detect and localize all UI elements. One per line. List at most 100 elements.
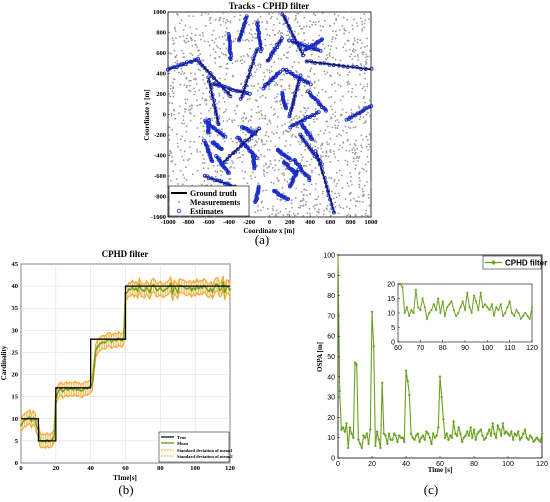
measurement-point bbox=[168, 102, 171, 104]
measurement-point bbox=[276, 83, 279, 86]
estimate-marker bbox=[172, 65, 177, 70]
measurement-point bbox=[367, 193, 370, 196]
measurement-point bbox=[221, 171, 224, 173]
ospa-marker bbox=[498, 428, 501, 432]
measurement-point bbox=[276, 93, 279, 95]
measurement-point bbox=[239, 156, 242, 159]
estimate-marker bbox=[212, 178, 217, 183]
measurement-point bbox=[342, 46, 345, 49]
measurement-point bbox=[242, 116, 245, 119]
measurement-point bbox=[177, 145, 179, 148]
measurement-point bbox=[347, 90, 350, 93]
mean-marker bbox=[190, 289, 193, 292]
estimate-marker bbox=[209, 85, 214, 90]
measurement-point bbox=[188, 158, 191, 160]
mean-marker bbox=[155, 289, 158, 292]
measurement-point bbox=[280, 58, 282, 61]
measurement-point bbox=[244, 170, 247, 173]
measurement-point bbox=[366, 83, 369, 85]
measurement-point bbox=[354, 95, 357, 98]
estimate-marker bbox=[206, 75, 211, 80]
estimate-marker bbox=[215, 178, 220, 183]
legend-ground-truth-label: Ground truth bbox=[190, 189, 237, 198]
estimate-marker bbox=[216, 122, 221, 127]
inset-y-tick-label: 5 bbox=[391, 325, 395, 332]
measurement-point bbox=[343, 29, 346, 31]
measurement-point bbox=[294, 30, 296, 33]
ospa-marker bbox=[404, 369, 408, 373]
measurement-point bbox=[193, 140, 196, 143]
estimate-marker bbox=[353, 113, 357, 118]
estimate-marker bbox=[226, 182, 231, 187]
measurement-point bbox=[182, 52, 185, 55]
estimate-marker bbox=[212, 102, 216, 107]
measurement-point bbox=[296, 47, 299, 50]
measurement-point bbox=[181, 135, 184, 138]
measurement-point bbox=[297, 33, 300, 35]
measurement-point bbox=[310, 131, 313, 133]
estimate-marker bbox=[253, 200, 258, 204]
measurement-point bbox=[357, 56, 359, 58]
ospa-marker bbox=[540, 432, 544, 436]
measurement-point bbox=[229, 177, 232, 180]
estimate-marker bbox=[294, 87, 299, 92]
estimate-marker bbox=[205, 147, 210, 151]
measurement-point bbox=[185, 86, 188, 89]
measurement-point bbox=[286, 130, 288, 133]
measurement-point bbox=[303, 136, 306, 138]
measurement-point bbox=[359, 17, 362, 20]
estimate-marker bbox=[319, 166, 324, 171]
measurement-point bbox=[173, 26, 176, 29]
measurement-point bbox=[362, 85, 365, 88]
measurement-point bbox=[337, 14, 340, 17]
measurement-point bbox=[212, 164, 215, 167]
x-tick-label: -600 bbox=[203, 219, 215, 226]
measurement-point bbox=[365, 113, 368, 116]
estimate-marker bbox=[290, 102, 295, 107]
inset-ospa-marker bbox=[494, 305, 498, 309]
mean-marker bbox=[145, 286, 148, 289]
measurement-point bbox=[188, 146, 191, 148]
measurement-point bbox=[361, 190, 364, 193]
measurement-point bbox=[252, 36, 254, 39]
measurement-point bbox=[358, 183, 360, 186]
estimate-marker bbox=[249, 64, 254, 69]
estimate-marker bbox=[269, 52, 274, 57]
measurement-point bbox=[185, 130, 188, 133]
estimate-marker bbox=[251, 61, 256, 66]
measurement-point bbox=[364, 163, 367, 166]
measurement-point bbox=[271, 207, 274, 210]
measurement-point bbox=[349, 199, 352, 202]
measurement-point bbox=[324, 73, 327, 75]
measurement-point bbox=[321, 143, 323, 146]
measurement-point bbox=[257, 105, 259, 108]
measurement-point bbox=[274, 33, 276, 36]
measurement-point bbox=[236, 30, 239, 32]
y-tick-label: 400 bbox=[156, 71, 166, 78]
chart-b-xlabel: TIme[s] bbox=[113, 474, 137, 482]
measurement-point bbox=[342, 142, 345, 144]
measurement-point bbox=[313, 207, 316, 210]
measurement-point bbox=[214, 62, 217, 64]
measurement-point bbox=[222, 138, 225, 140]
measurement-point bbox=[179, 169, 182, 172]
measurement-point bbox=[257, 82, 259, 85]
measurement-point bbox=[185, 76, 188, 79]
measurement-point bbox=[345, 111, 348, 114]
measurement-point bbox=[297, 206, 300, 209]
measurement-point bbox=[318, 20, 320, 23]
estimate-marker bbox=[242, 126, 247, 131]
measurement-point bbox=[331, 126, 334, 129]
measurement-point bbox=[224, 78, 227, 81]
measurement-point bbox=[211, 119, 214, 122]
ospa-marker bbox=[516, 430, 520, 434]
measurement-point bbox=[205, 99, 208, 102]
y-tick-label: 5 bbox=[15, 438, 19, 445]
y-tick-label: -800 bbox=[154, 194, 166, 201]
measurement-point bbox=[363, 13, 366, 16]
measurement-point bbox=[350, 111, 353, 114]
measurement-point bbox=[274, 145, 277, 148]
measurement-point bbox=[267, 135, 270, 138]
measurement-point bbox=[362, 116, 365, 119]
estimate-marker bbox=[228, 51, 233, 56]
